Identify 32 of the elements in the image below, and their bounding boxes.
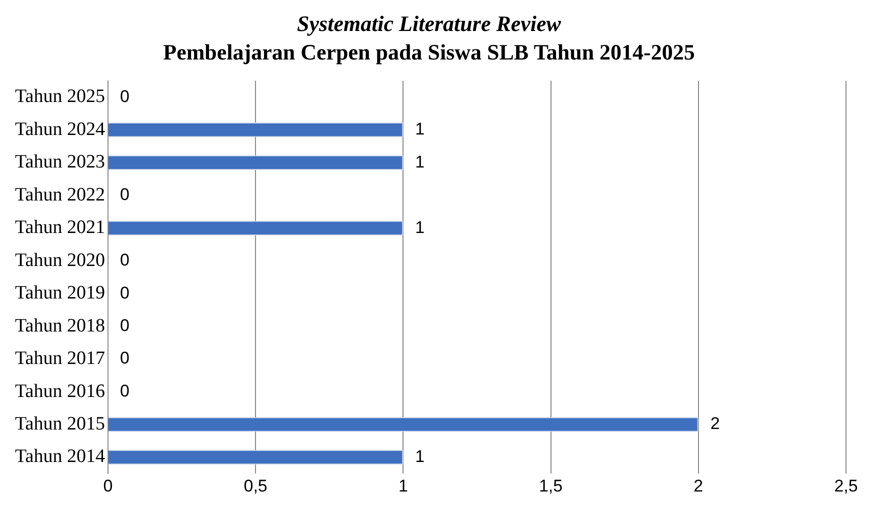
y-tick-label: Tahun 2025 (14, 86, 105, 108)
x-tick-label: 1 (398, 476, 408, 496)
x-tick-label: 0,5 (244, 476, 268, 496)
data-label: 1 (415, 152, 425, 172)
y-tick-label: Tahun 2017 (14, 348, 105, 370)
y-tick-label: Tahun 2014 (14, 446, 106, 468)
y-tick-label: Tahun 2020 (14, 250, 105, 271)
data-label: 1 (415, 218, 425, 237)
y-tick-label: Tahun 2023 (14, 152, 105, 173)
data-label: 1 (415, 120, 425, 139)
data-label: 0 (120, 316, 130, 335)
x-tick-label: 2 (694, 476, 704, 496)
y-tick-label: Tahun 2024 (14, 118, 106, 140)
data-label: 0 (120, 250, 130, 270)
y-tick-label: Tahun 2016 (14, 380, 105, 402)
data-label: 0 (120, 381, 130, 400)
data-label: 0 (120, 348, 130, 368)
y-tick-label: Tahun 2022 (14, 184, 105, 206)
chart-title: Systematic Literature Review (297, 10, 562, 36)
chart-subtitle: Pembelajaran Cerpen pada Siswa SLB Tahun 2014-2025 (163, 39, 695, 64)
x-tick-label: 1,5 (538, 476, 563, 496)
y-tick-label: Tahun 2015 (14, 413, 105, 434)
y-tick-label: Tahun 2019 (14, 282, 105, 304)
data-label: 0 (120, 185, 130, 204)
data-label: 0 (120, 86, 130, 106)
y-tick-label: Tahun 2018 (14, 315, 105, 336)
x-tick-label: 0 (103, 476, 113, 496)
data-label: 2 (710, 414, 720, 434)
x-tick-label: 2,5 (834, 476, 858, 496)
y-tick-label: Tahun 2021 (14, 217, 105, 238)
data-label: 0 (120, 283, 130, 302)
data-label: 1 (415, 446, 425, 466)
